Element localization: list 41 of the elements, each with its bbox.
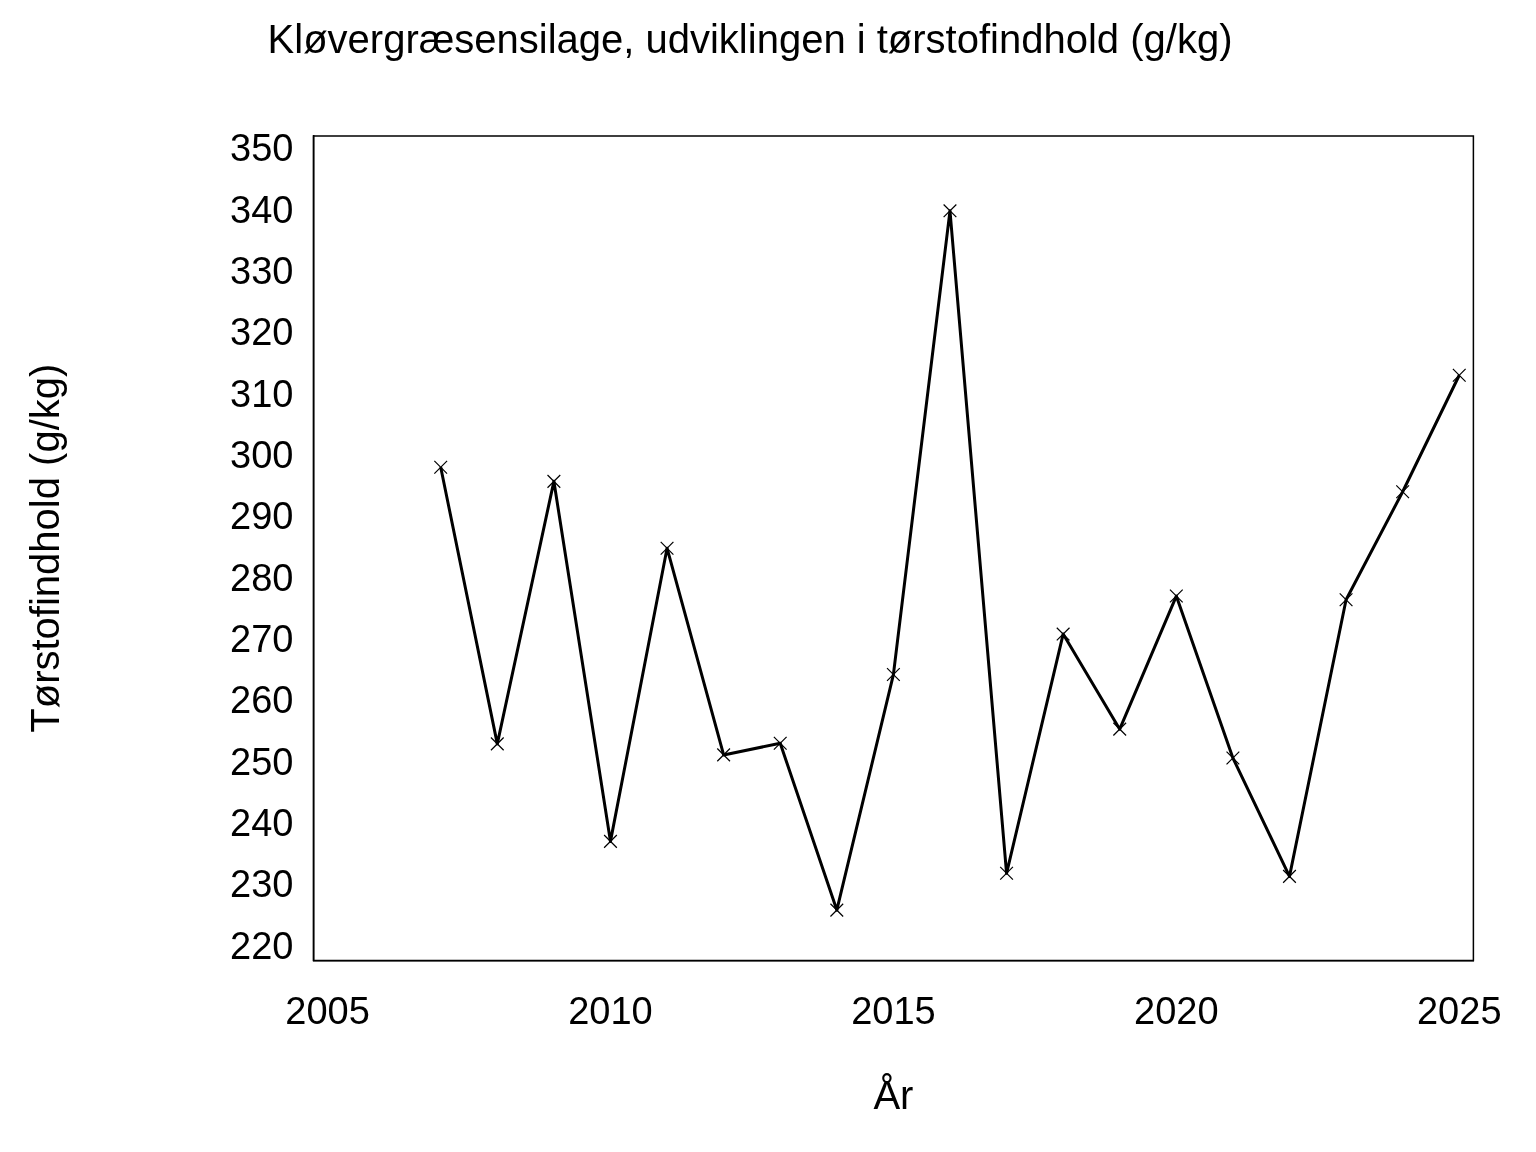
- point: [433, 460, 448, 475]
- y-tick-label: 270: [230, 617, 294, 660]
- x-tick-label: 2015: [851, 989, 936, 1032]
- x-tick-label: 2020: [1134, 989, 1219, 1032]
- y-tick-label: 230: [230, 863, 294, 906]
- y-tick-label: 350: [230, 127, 294, 170]
- x-tick-label: 2005: [285, 989, 370, 1032]
- point: [1339, 592, 1354, 607]
- chart-title: Kløvergræsensilage, udviklingen i tørstofindhold (g/kg): [267, 17, 1233, 62]
- point: [1395, 484, 1410, 499]
- y-tick-label: 330: [230, 249, 294, 292]
- point: [716, 747, 731, 762]
- y-tick-label: 260: [230, 679, 294, 722]
- y-tick-label: 320: [230, 311, 294, 354]
- point: [999, 866, 1014, 881]
- x-axis-title: År: [873, 1073, 914, 1118]
- point: [886, 667, 901, 682]
- y-tick-label: 220: [230, 924, 294, 967]
- y-tick-label: 310: [230, 372, 294, 415]
- point: [1169, 589, 1184, 604]
- point: [773, 736, 788, 751]
- y-tick-label: 300: [230, 433, 294, 476]
- point: [1452, 368, 1467, 383]
- point: [1225, 751, 1240, 765]
- y-tick-label: 290: [230, 495, 294, 538]
- y-tick-label: 280: [230, 556, 294, 599]
- point: [603, 834, 618, 849]
- point: [546, 474, 561, 489]
- point: [1056, 627, 1071, 642]
- point: [829, 903, 844, 918]
- y-tick-label: 250: [230, 740, 294, 783]
- point: [943, 203, 957, 218]
- y-tick-label: 240: [230, 801, 294, 844]
- point: [490, 736, 505, 751]
- y-tick-label: 340: [230, 188, 294, 231]
- point: [1112, 722, 1127, 737]
- y-axis-title: Tørstofindhold (g/kg): [23, 363, 68, 733]
- point: [660, 541, 675, 556]
- x-tick-label: 2025: [1416, 989, 1502, 1032]
- point: [1282, 869, 1297, 884]
- x-tick-label: 2010: [568, 989, 653, 1032]
